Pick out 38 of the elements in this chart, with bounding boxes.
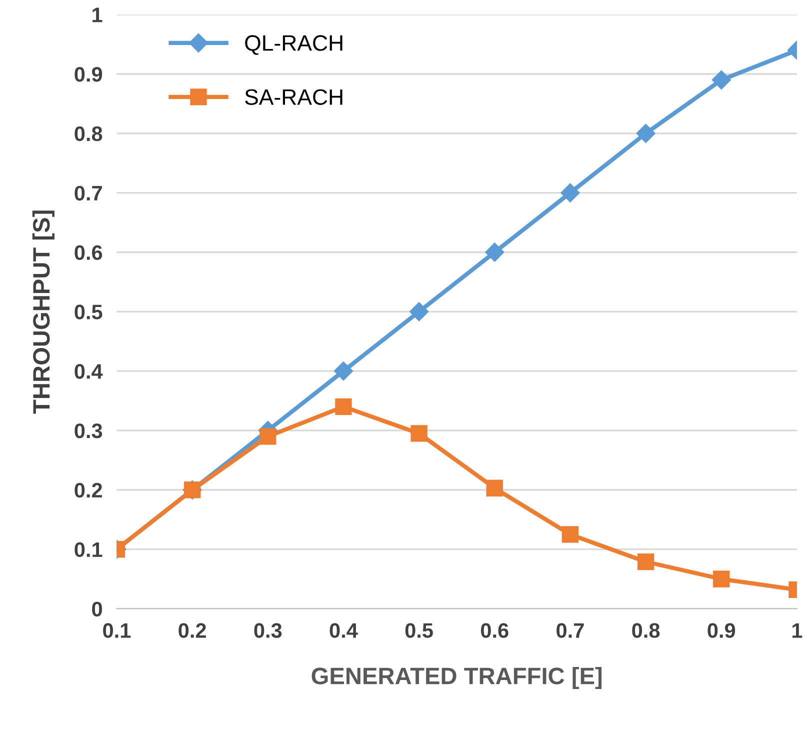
y-tick-label: 0.2 xyxy=(74,482,102,498)
point xyxy=(560,183,580,202)
x-tick-label: 0.3 xyxy=(254,623,282,638)
x-tick-label: 0.6 xyxy=(480,623,508,638)
x-tick-label: 0.7 xyxy=(556,623,584,638)
y-tick-label: 0 xyxy=(92,602,102,616)
y-axis-title: THROUGHPUT [S] xyxy=(32,210,54,414)
y-tick-label: 0.1 xyxy=(74,542,102,558)
point xyxy=(713,570,730,588)
point xyxy=(335,398,352,416)
x-axis-title: GENERATED TRAFFIC [E] xyxy=(312,667,602,690)
legend-label: QL-RACH xyxy=(245,35,342,55)
x-tick-label: 0.4 xyxy=(330,623,358,638)
point xyxy=(486,480,503,496)
y-tick-label: 0.7 xyxy=(74,186,102,201)
x-tick-label: 0.1 xyxy=(103,623,131,638)
y-tick-label: 1 xyxy=(92,8,102,22)
point xyxy=(410,302,429,322)
point xyxy=(334,362,353,381)
y-tick-label: 0.9 xyxy=(74,66,102,82)
point xyxy=(410,425,428,442)
y-tick-label: 0.4 xyxy=(74,364,103,379)
y-tick-label: 0.5 xyxy=(74,304,102,320)
y-tick-label: 0.3 xyxy=(74,423,102,438)
x-tick-label: 0.5 xyxy=(405,623,433,638)
legend-label: SA-RACH xyxy=(245,89,342,105)
point xyxy=(562,526,579,543)
x-tick-label: 0.8 xyxy=(632,623,660,638)
point xyxy=(712,70,731,90)
x-tick-label: 0.9 xyxy=(708,623,736,638)
point xyxy=(637,553,654,570)
x-tick-label: 0.2 xyxy=(178,623,206,638)
x-tick-label: 1 xyxy=(792,623,802,638)
point xyxy=(636,124,656,143)
y-tick-label: 0.6 xyxy=(74,245,102,260)
y-tick-label: 0.8 xyxy=(74,126,102,142)
point xyxy=(485,242,504,262)
point xyxy=(260,428,276,445)
